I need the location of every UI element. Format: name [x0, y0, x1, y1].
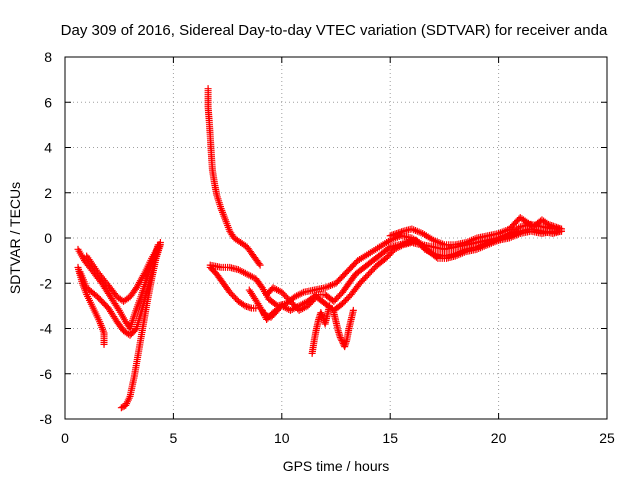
data-point	[273, 306, 281, 314]
data-point	[239, 301, 247, 309]
data-point	[253, 298, 261, 306]
plot-frame	[64, 56, 608, 420]
x-axis-ticks: 0 5 10 15 20 25	[61, 57, 615, 446]
y-tick-label: -8	[40, 411, 53, 427]
x-tick-label: 10	[274, 430, 290, 446]
x-axis-label: GPS time / hours	[283, 458, 390, 474]
data-point	[156, 241, 164, 249]
x-tick-label: 25	[599, 430, 615, 446]
x-tick-label: 15	[382, 430, 398, 446]
y-tick-label: 2	[44, 185, 52, 201]
data-point	[325, 302, 333, 310]
y-tick-label: -6	[40, 366, 53, 382]
y-tick-label: -2	[40, 275, 53, 291]
y-tick-label: 4	[44, 140, 52, 156]
x-tick-label: 5	[170, 430, 178, 446]
y-axis-label: SDTVAR / TECUs	[7, 182, 23, 294]
data-point	[256, 261, 264, 269]
series-branch-g	[206, 263, 260, 312]
grid-lines	[65, 57, 607, 419]
data-point	[349, 306, 357, 314]
x-tick-label: 0	[61, 430, 69, 446]
series-branch-l	[330, 306, 357, 351]
data-point	[272, 308, 280, 316]
data-point	[318, 310, 326, 318]
data-point	[100, 340, 108, 348]
data-point	[432, 253, 440, 261]
series-branch-j	[263, 225, 565, 314]
data-point	[255, 260, 263, 268]
series-branch-e	[117, 241, 164, 412]
y-tick-label: 0	[44, 230, 52, 246]
data-point	[385, 244, 393, 252]
data-points	[74, 85, 565, 412]
y-tick-label: 6	[44, 94, 52, 110]
data-point	[557, 225, 565, 233]
series-branch-n	[245, 286, 281, 321]
y-tick-label: -4	[40, 321, 53, 337]
data-point	[337, 335, 345, 343]
series-branch-m	[386, 214, 565, 249]
data-point	[338, 337, 346, 345]
y-tick-label: 8	[44, 49, 52, 65]
data-point	[114, 305, 122, 313]
series-branch-f	[204, 85, 264, 269]
data-point	[543, 219, 551, 227]
chart-title: Day 309 of 2016, Sidereal Day-to-day VTE…	[61, 22, 608, 39]
data-point	[317, 309, 325, 317]
data-point	[318, 312, 326, 320]
series-branch-k	[308, 302, 333, 357]
x-tick-label: 20	[491, 430, 507, 446]
data-point	[336, 334, 344, 342]
